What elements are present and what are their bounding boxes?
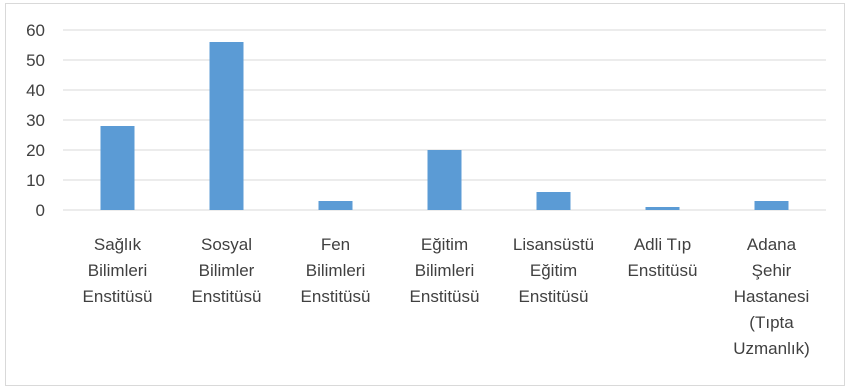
category-label: Sosyal: [201, 235, 252, 254]
category-label: Enstitüsü: [192, 287, 262, 306]
category-label: Sağlık: [94, 235, 142, 254]
category-label: Bilimleri: [306, 261, 366, 280]
bar-2: [318, 201, 353, 210]
bar-3: [427, 150, 462, 210]
y-tick-label: 50: [26, 51, 45, 70]
category-label: (Tıpta: [749, 313, 794, 332]
y-tick-label: 0: [36, 201, 45, 220]
y-tick-label: 30: [26, 111, 45, 130]
bar-0: [100, 126, 135, 210]
y-tick-label: 20: [26, 141, 45, 160]
category-label: Lisansüstü: [513, 235, 594, 254]
bar-6: [754, 201, 789, 210]
category-label: Enstitüsü: [410, 287, 480, 306]
category-label: Enstitüsü: [83, 287, 153, 306]
category-label: Fen: [321, 235, 350, 254]
category-label: Adli Tıp: [634, 235, 691, 254]
y-tick-label: 40: [26, 81, 45, 100]
bar-4: [536, 192, 571, 210]
category-label: Bilimler: [199, 261, 255, 280]
category-label: Uzmanlık): [733, 339, 810, 358]
bar-1: [209, 42, 244, 210]
y-tick-label: 60: [26, 21, 45, 40]
category-label: Eğitim: [421, 235, 468, 254]
chart-frame: [5, 3, 845, 386]
y-tick-label: 10: [26, 171, 45, 190]
category-label: Bilimleri: [415, 261, 475, 280]
category-label: Eğitim: [530, 261, 577, 280]
category-label: Şehir: [752, 261, 792, 280]
category-label: Adana: [747, 235, 797, 254]
bar-5: [645, 207, 680, 210]
category-label: Hastanesi: [734, 287, 810, 306]
category-label: Bilimleri: [88, 261, 148, 280]
category-label: Enstitüsü: [519, 287, 589, 306]
category-label: Enstitüsü: [301, 287, 371, 306]
category-label: Enstitüsü: [628, 261, 698, 280]
